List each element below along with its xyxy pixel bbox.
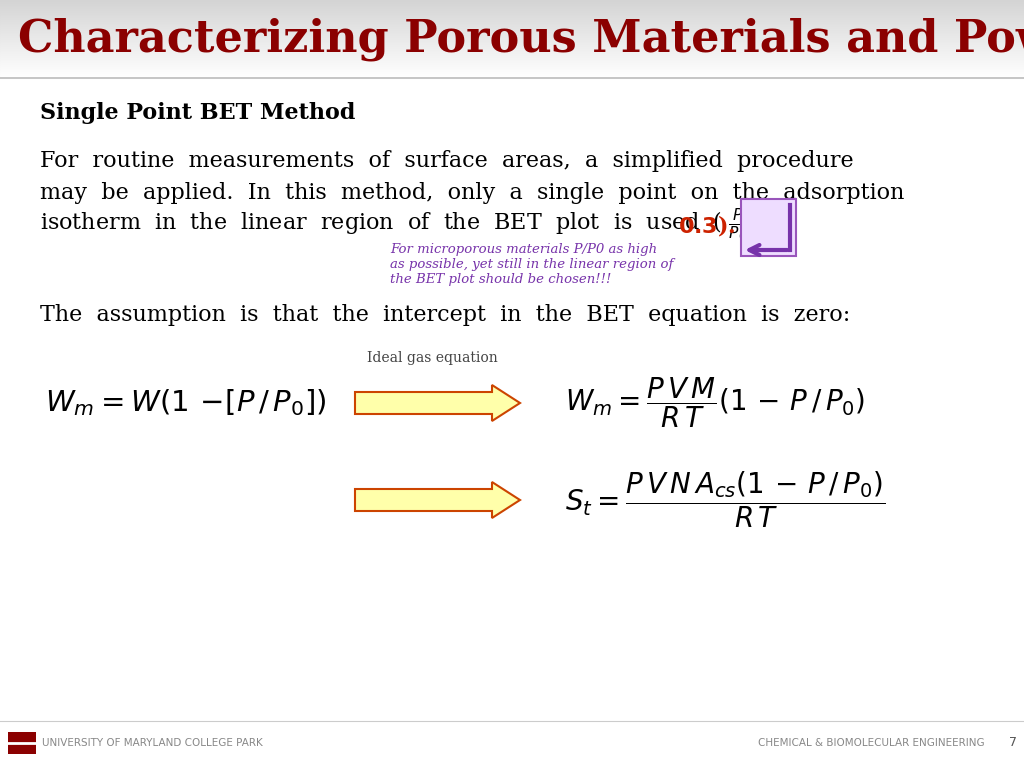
Bar [0, 68, 1024, 69]
Text: Ideal gas equation: Ideal gas equation [367, 351, 498, 365]
FancyBboxPatch shape [741, 199, 796, 256]
Bar [0, 47, 1024, 48]
Text: $\mathbf{0.3}$).: $\mathbf{0.3}$). [678, 213, 736, 237]
Bar [0, 58, 1024, 59]
Bar [0, 29, 1024, 30]
Bar [0, 44, 1024, 45]
Bar [0, 63, 1024, 64]
Bar [0, 13, 1024, 14]
Bar [0, 4, 1024, 5]
Bar [0, 26, 1024, 27]
Bar [0, 38, 1024, 39]
Bar [0, 75, 1024, 76]
Bar [0, 53, 1024, 54]
Bar [0, 76, 1024, 77]
Bar [0, 40, 1024, 41]
Text: Characterizing Porous Materials and Powders: Characterizing Porous Materials and Powd… [18, 17, 1024, 61]
Bar [0, 74, 1024, 75]
Bar [0, 66, 1024, 67]
Bar [0, 0, 1024, 1]
Bar [0, 32, 1024, 33]
Text: $W_m = \dfrac{P\,V\,M}{R\,T}\left(1\,-\,P\,/\,P_0\right)$: $W_m = \dfrac{P\,V\,M}{R\,T}\left(1\,-\,… [565, 376, 865, 430]
Bar [0, 5, 1024, 6]
Text: isotherm  in  the  linear  region  of  the  BET  plot  is  used  ( $\frac{P}{P_0: isotherm in the linear region of the BET… [40, 207, 780, 243]
Bar [0, 62, 1024, 63]
FancyBboxPatch shape [8, 732, 36, 754]
Bar [0, 17, 1024, 18]
Bar [0, 3, 1024, 4]
Text: Single Point BET Method: Single Point BET Method [40, 102, 355, 124]
Bar [0, 2, 1024, 3]
Bar [0, 33, 1024, 34]
Bar [0, 67, 1024, 68]
Bar [0, 72, 1024, 73]
Bar [0, 60, 1024, 61]
Text: UNIVERSITY OF MARYLAND COLLEGE PARK: UNIVERSITY OF MARYLAND COLLEGE PARK [42, 738, 263, 748]
Bar [0, 22, 1024, 23]
Bar [0, 18, 1024, 19]
Bar [0, 16, 1024, 17]
Bar [0, 45, 1024, 46]
Bar [0, 25, 1024, 26]
Text: CHEMICAL & BIOMOLECULAR ENGINEERING: CHEMICAL & BIOMOLECULAR ENGINEERING [759, 738, 985, 748]
Bar [0, 69, 1024, 70]
Bar [0, 65, 1024, 66]
Bar [0, 51, 1024, 52]
Bar [0, 73, 1024, 74]
Bar [0, 10, 1024, 11]
Bar [0, 1, 1024, 2]
Bar [0, 37, 1024, 38]
Bar [0, 59, 1024, 60]
Text: may  be  applied.  In  this  method,  only  a  single  point  on  the  adsorptio: may be applied. In this method, only a s… [40, 182, 904, 204]
Bar [0, 52, 1024, 53]
Bar [0, 61, 1024, 62]
Bar [0, 34, 1024, 35]
Text: $S_t = \dfrac{P\,V\,N\,A_{cs}\left(1\,-\,P\,/\,P_0\right)}{R\,T}$: $S_t = \dfrac{P\,V\,N\,A_{cs}\left(1\,-\… [565, 470, 885, 530]
Bar [0, 43, 1024, 44]
Text: For  routine  measurements  of  surface  areas,  a  simplified  procedure: For routine measurements of surface area… [40, 150, 854, 172]
Bar [0, 31, 1024, 32]
FancyArrow shape [355, 482, 520, 518]
Bar [0, 9, 1024, 10]
Bar [0, 54, 1024, 55]
Text: $W_m = W\left(1\,-\!\left[P\,/\,P_0\right]\right)$: $W_m = W\left(1\,-\!\left[P\,/\,P_0\righ… [45, 388, 327, 419]
Bar [0, 35, 1024, 36]
Bar [0, 6, 1024, 7]
Bar [0, 8, 1024, 9]
Bar [0, 12, 1024, 13]
Bar [0, 64, 1024, 65]
FancyArrow shape [355, 385, 520, 421]
Bar [0, 56, 1024, 57]
Bar [0, 39, 1024, 40]
Bar [0, 46, 1024, 47]
Bar [0, 27, 1024, 28]
Bar [0, 20, 1024, 21]
Bar [0, 15, 1024, 16]
Text: The  assumption  is  that  the  intercept  in  the  BET  equation  is  zero:: The assumption is that the intercept in … [40, 304, 850, 326]
Bar [0, 41, 1024, 42]
Bar [0, 11, 1024, 12]
Bar [0, 14, 1024, 15]
Bar [0, 55, 1024, 56]
Bar [0, 49, 1024, 50]
Text: 7: 7 [1009, 737, 1017, 750]
Bar [0, 23, 1024, 24]
Bar [0, 50, 1024, 51]
Bar [0, 70, 1024, 71]
Bar [0, 36, 1024, 37]
Bar [0, 7, 1024, 8]
Bar [0, 57, 1024, 58]
Bar [0, 30, 1024, 31]
Bar [0, 28, 1024, 29]
Text: For microporous materials P/P0 as high
as possible, yet still in the linear regi: For microporous materials P/P0 as high a… [390, 243, 674, 286]
Bar [0, 24, 1024, 25]
Bar [0, 71, 1024, 72]
Bar [0, 77, 1024, 78]
Bar [0, 42, 1024, 43]
Bar [0, 48, 1024, 49]
Bar [0, 21, 1024, 22]
Bar [0, 19, 1024, 20]
